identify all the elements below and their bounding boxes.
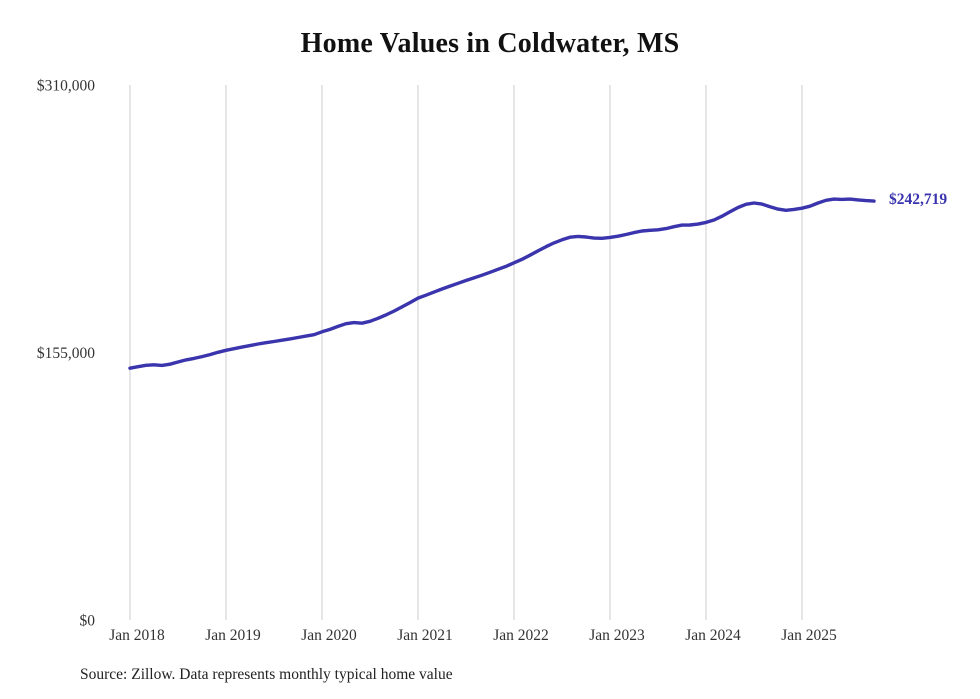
- x-tick-label: Jan 2021: [397, 627, 453, 644]
- x-tick-label: Jan 2020: [301, 627, 357, 644]
- y-tick-label: $155,000: [37, 345, 95, 362]
- value-line: [128, 197, 876, 370]
- x-tick-label: Jan 2023: [589, 627, 645, 644]
- source-note: Source: Zillow. Data represents monthly …: [80, 666, 453, 683]
- x-tick-label: Jan 2022: [493, 627, 549, 644]
- y-tick-label: $310,000: [37, 78, 95, 95]
- x-tick-label: Jan 2025: [781, 627, 837, 644]
- end-value-label: $242,719: [889, 191, 948, 209]
- x-tick-label: Jan 2019: [205, 627, 261, 644]
- chart-title: Home Values in Coldwater, MS: [300, 28, 680, 59]
- x-tick-label: Jan 2018: [109, 627, 165, 644]
- y-tick-label: $0: [80, 613, 96, 630]
- x-tick-label: Jan 2024: [685, 627, 741, 644]
